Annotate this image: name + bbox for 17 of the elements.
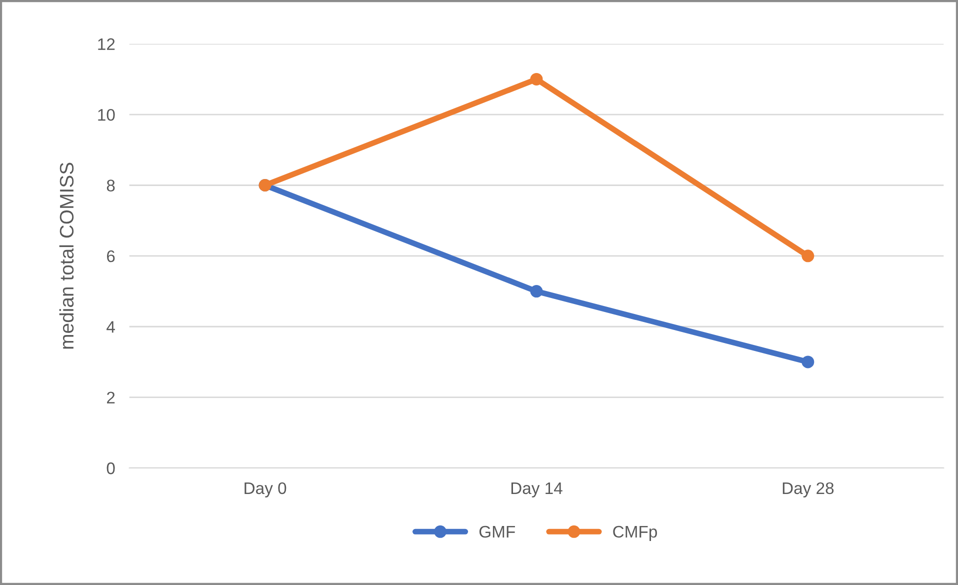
point bbox=[802, 250, 814, 262]
y-tick-label: 0 bbox=[106, 462, 115, 474]
x-tick-label: Day 14 bbox=[511, 482, 562, 498]
y-tick-label: 6 bbox=[107, 250, 115, 262]
point bbox=[530, 72, 543, 86]
y-tick-label: 10 bbox=[98, 108, 115, 121]
x-tick-label: Day 28 bbox=[782, 482, 834, 498]
y-tick-label: 12 bbox=[98, 38, 115, 50]
y-tick-label: 8 bbox=[106, 180, 115, 192]
legend-label: CMFp bbox=[613, 526, 657, 541]
x-tick-label: Day 0 bbox=[244, 482, 286, 498]
point bbox=[530, 285, 543, 298]
legend-label: GMF bbox=[479, 526, 515, 538]
y-axis-title: median total COMISS bbox=[59, 162, 74, 349]
y-tick-label: 2 bbox=[107, 392, 115, 404]
point bbox=[802, 356, 814, 368]
y-tick-label: 4 bbox=[106, 321, 115, 333]
